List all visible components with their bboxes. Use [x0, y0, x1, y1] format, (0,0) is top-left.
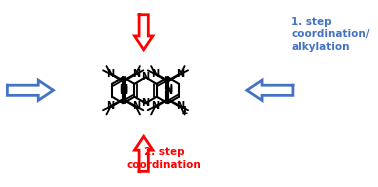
Text: N: N	[141, 98, 150, 108]
Text: N: N	[177, 69, 184, 79]
Text: N: N	[177, 101, 184, 111]
Text: N: N	[141, 72, 150, 82]
Text: 1: 1	[181, 105, 188, 116]
Text: 1. step
coordination/
alkylation: 1. step coordination/ alkylation	[291, 17, 370, 52]
Text: N: N	[151, 69, 160, 79]
Text: N: N	[119, 84, 127, 94]
Text: 2. step
coordination: 2. step coordination	[127, 147, 201, 170]
Text: N: N	[119, 86, 127, 96]
Text: N: N	[132, 101, 140, 111]
Text: N: N	[164, 84, 172, 94]
Text: N: N	[132, 69, 140, 79]
Text: N: N	[107, 101, 115, 111]
Text: N: N	[151, 101, 160, 111]
Text: N: N	[164, 86, 172, 96]
Text: N: N	[107, 69, 115, 79]
